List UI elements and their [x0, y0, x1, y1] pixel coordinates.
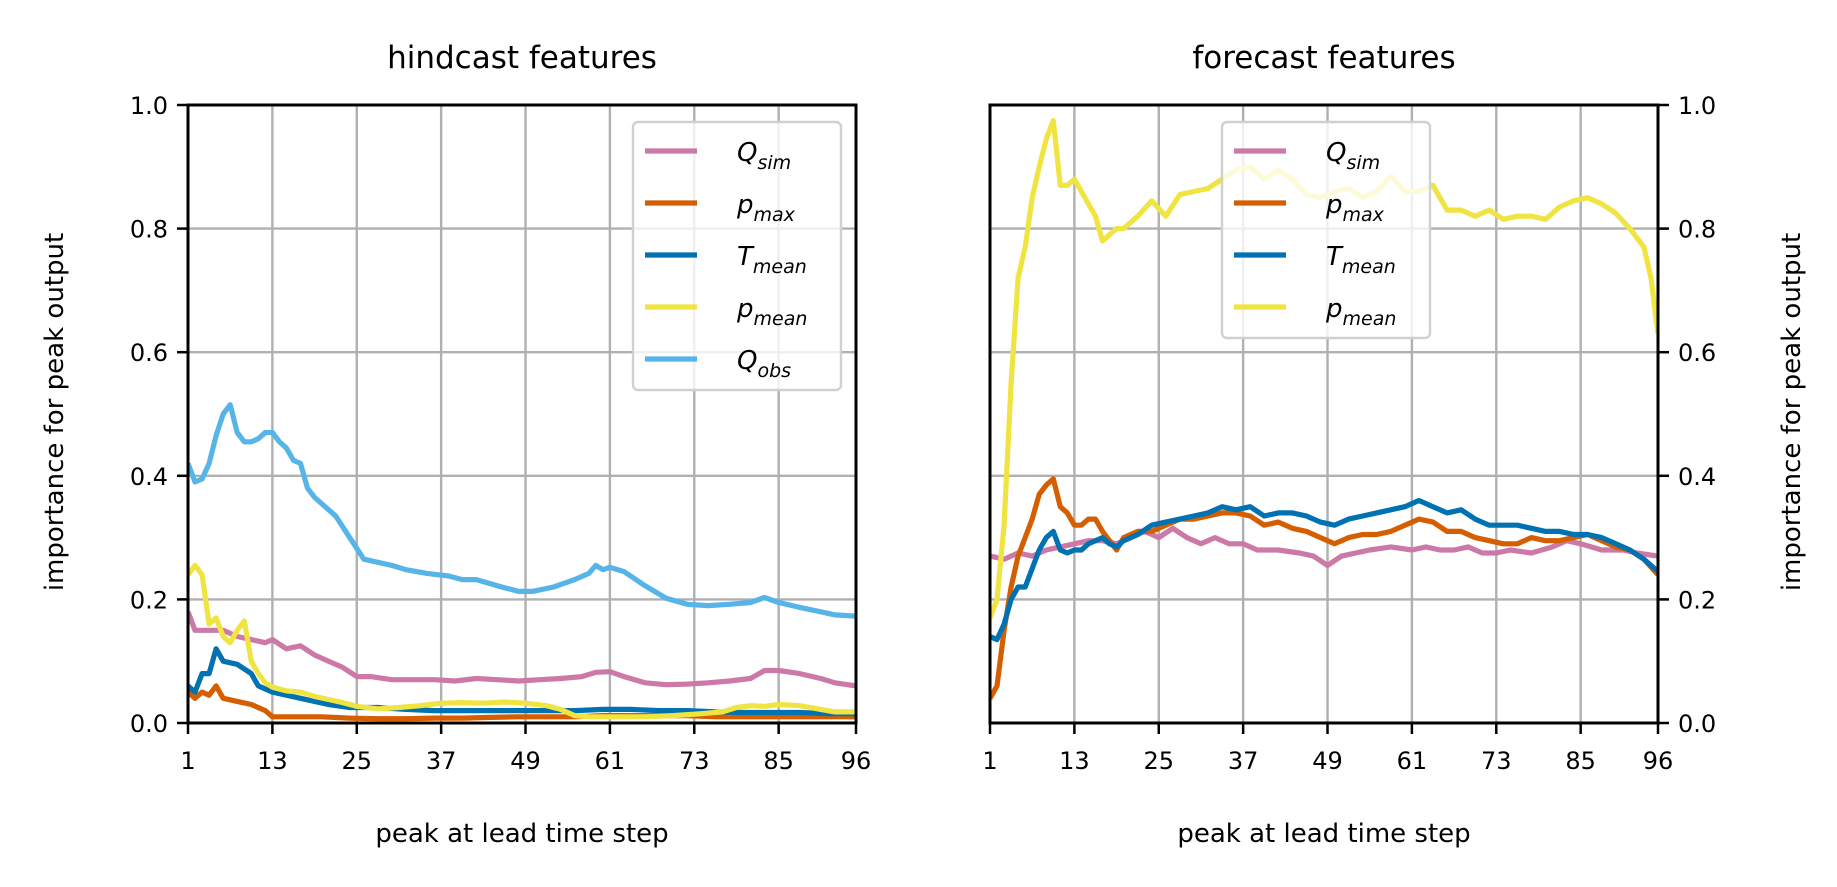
legend-item: Qsim — [1234, 138, 1380, 174]
legend: Qsim pmax Tmean pmean — [1220, 120, 1432, 340]
legend-label: Qsim — [1326, 138, 1380, 174]
y-tick-label: 0.2 — [1678, 586, 1716, 614]
x-tick-label: 96 — [841, 747, 872, 775]
x-tick-label: 96 — [1643, 747, 1674, 775]
y-tick-label: 1.0 — [1678, 92, 1716, 120]
x-tick-label: 13 — [1059, 747, 1090, 775]
x-axis-label: peak at lead time step — [375, 819, 668, 849]
series-line-t-mean — [990, 497, 1658, 643]
legend-label: Qsim — [737, 138, 791, 174]
y-tick-label: 0.2 — [130, 586, 168, 614]
legend-label: pmax — [736, 190, 796, 226]
x-tick-label: 73 — [1481, 747, 1512, 775]
legend-label: pmean — [1325, 294, 1396, 330]
series-line-q-obs — [188, 402, 856, 619]
legend-item: pmean — [1234, 294, 1396, 330]
legend-label: Tmean — [1326, 242, 1396, 278]
legend-item: Qobs — [645, 346, 791, 382]
x-tick-label: 49 — [510, 747, 541, 775]
y-tick-label: 0.0 — [130, 710, 168, 738]
y-axis-label: importance for peak output — [40, 233, 70, 591]
plot-frame — [988, 103, 1660, 725]
x-tick-label: 1 — [180, 747, 195, 775]
x-tick-label: 61 — [595, 747, 626, 775]
legend-item: Tmean — [645, 242, 807, 278]
y-tick-label: 0.4 — [1678, 463, 1716, 491]
x-tick-label: 49 — [1312, 747, 1343, 775]
legend-item: pmean — [645, 294, 807, 330]
x-tick-label: 13 — [257, 747, 288, 775]
x-tick-label: 37 — [426, 747, 457, 775]
y-axis-label: importance for peak output — [1777, 233, 1807, 591]
legend-label: Tmean — [737, 242, 807, 278]
legend-label: pmax — [1325, 190, 1385, 226]
y-tick-label: 0.6 — [130, 339, 168, 367]
x-tick-label: 85 — [1565, 747, 1596, 775]
legend-box — [631, 120, 843, 392]
x-tick-label: 61 — [1397, 747, 1428, 775]
x-tick-label: 25 — [1143, 747, 1174, 775]
series-line-p-max — [990, 476, 1658, 700]
panel-hindcast: hindcast features peak at lead time step… — [40, 40, 871, 849]
x-axis-label: peak at lead time step — [1177, 819, 1470, 849]
legend-label: pmean — [736, 294, 807, 330]
y-tick-label: 0.0 — [1678, 710, 1716, 738]
legend-item: Tmean — [1234, 242, 1396, 278]
y-tick-label: 0.4 — [130, 463, 168, 491]
y-tick-label: 0.6 — [1678, 339, 1716, 367]
legend-item: pmax — [645, 190, 796, 226]
legend-item: Qsim — [645, 138, 791, 174]
series-line-q-sim — [188, 610, 856, 689]
series-line-p-mean — [188, 562, 856, 720]
legend: Qsim pmax Tmean pmean Qobs — [631, 120, 843, 392]
x-tick-label: 85 — [763, 747, 794, 775]
legend-label: Qobs — [737, 346, 791, 382]
x-tick-label: 73 — [679, 747, 710, 775]
panel-forecast: forecast features peak at lead time step… — [982, 40, 1807, 849]
y-tick-label: 0.8 — [130, 216, 168, 244]
chart-title: hindcast features — [387, 40, 657, 76]
x-tick-label: 37 — [1228, 747, 1259, 775]
legend-box — [1220, 120, 1432, 340]
x-tick-label: 1 — [982, 747, 997, 775]
series-line-p-max — [188, 683, 856, 722]
x-tick-label: 25 — [341, 747, 372, 775]
y-tick-label: 0.8 — [1678, 216, 1716, 244]
series-lines — [188, 402, 856, 722]
legend-item: pmax — [1234, 190, 1385, 226]
plot-frame — [186, 103, 858, 725]
chart-title: forecast features — [1192, 40, 1455, 76]
y-tick-label: 1.0 — [130, 92, 168, 120]
